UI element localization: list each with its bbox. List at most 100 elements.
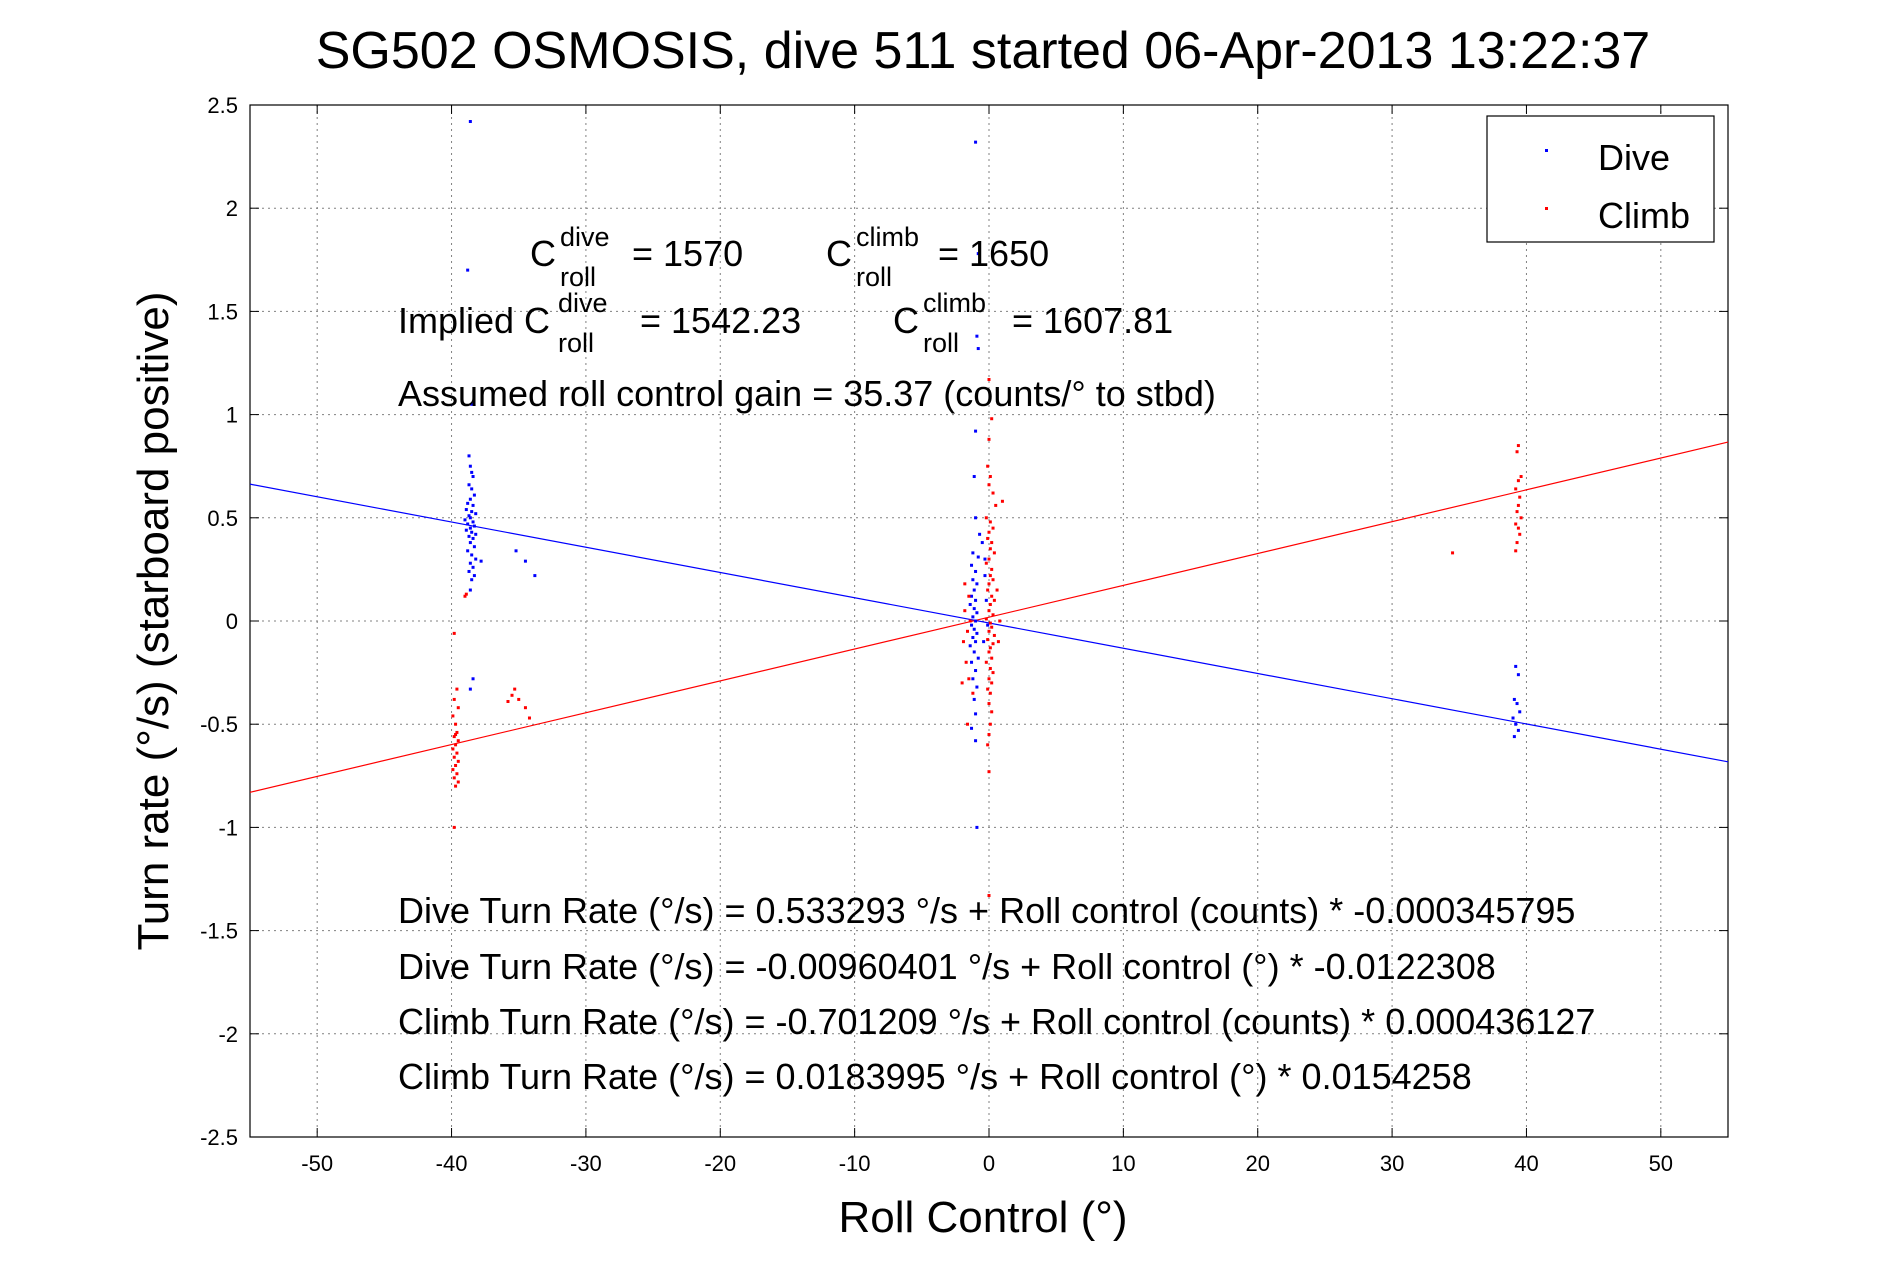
point-climb: [455, 751, 459, 755]
y-tick-label: -1: [218, 815, 238, 840]
c-dive-sup: dive: [560, 222, 610, 252]
point-dive: [471, 475, 475, 479]
point-climb: [995, 588, 999, 592]
point-climb: [987, 530, 991, 534]
point-dive: [464, 528, 468, 532]
point-dive: [975, 631, 979, 635]
point-climb: [967, 677, 971, 681]
point-climb: [988, 666, 992, 670]
point-climb: [988, 691, 992, 695]
point-dive: [1512, 697, 1516, 701]
point-dive: [472, 574, 476, 578]
x-tick-label: 50: [1649, 1151, 1673, 1176]
point-dive: [470, 578, 474, 582]
point-climb: [966, 722, 970, 726]
point-climb: [456, 739, 460, 743]
point-climb: [990, 710, 994, 714]
point-dive: [980, 541, 984, 545]
point-climb: [988, 646, 992, 650]
point-climb: [964, 660, 968, 664]
point-dive: [974, 712, 978, 716]
point-climb: [452, 735, 456, 739]
x-axis-label: Roll Control (°): [839, 1193, 1128, 1242]
point-climb: [454, 733, 458, 737]
point-climb: [456, 759, 460, 763]
legend-climb-marker: [1545, 207, 1548, 210]
point-climb: [455, 772, 459, 776]
y-tick-label: -2: [218, 1022, 238, 1047]
point-dive: [463, 518, 467, 522]
point-dive: [466, 501, 470, 505]
point-climb: [960, 681, 964, 685]
point-dive: [468, 561, 472, 565]
point-climb: [451, 747, 455, 751]
x-tick-label: 40: [1514, 1151, 1538, 1176]
point-climb: [984, 561, 988, 565]
point-climb: [987, 770, 991, 774]
point-dive: [470, 470, 474, 474]
point-dive: [468, 526, 472, 530]
point-dive: [466, 268, 470, 272]
x-tick-label: 10: [1111, 1151, 1135, 1176]
c-climb-sub: roll: [856, 262, 892, 292]
point-dive: [972, 697, 976, 701]
point-climb: [517, 697, 521, 701]
point-dive: [976, 252, 980, 256]
implied-dive-sup: dive: [558, 288, 608, 318]
point-dive: [470, 487, 474, 491]
annotation-eq3: Climb Turn Rate (°/s) = -0.701209 °/s + …: [398, 1001, 1595, 1042]
point-dive: [971, 636, 975, 640]
point-dive: [472, 524, 476, 528]
point-dive: [975, 582, 979, 586]
c-dive-base: C: [530, 233, 556, 274]
point-climb: [1516, 526, 1520, 530]
point-climb: [988, 574, 992, 578]
point-dive: [982, 640, 986, 644]
point-dive: [468, 588, 472, 592]
implied-dive-value: = 1542.23: [640, 300, 801, 341]
x-tick-label: 0: [983, 1151, 995, 1176]
implied-climb-base: C: [893, 300, 919, 341]
point-climb: [990, 681, 994, 685]
point-dive: [470, 402, 474, 406]
y-tick-label: 1: [226, 403, 238, 428]
point-climb: [994, 503, 998, 507]
point-dive: [1518, 710, 1522, 714]
point-dive: [968, 644, 972, 648]
point-climb: [1514, 522, 1518, 526]
point-climb: [987, 702, 991, 706]
point-climb: [1514, 549, 1518, 553]
implied-climb-sup: climb: [923, 288, 986, 318]
point-dive: [471, 503, 475, 507]
legend-dive-label: Dive: [1598, 137, 1670, 178]
point-dive: [1516, 673, 1520, 677]
point-dive: [1514, 722, 1518, 726]
point-dive: [466, 549, 470, 553]
point-dive: [470, 530, 474, 534]
point-dive: [975, 334, 979, 338]
point-dive: [972, 627, 976, 631]
point-dive: [479, 559, 483, 563]
point-climb: [452, 776, 456, 780]
point-climb: [988, 722, 992, 726]
point-dive: [972, 650, 976, 654]
point-dive: [972, 588, 976, 592]
legend-dive-marker: [1545, 149, 1548, 152]
point-climb: [464, 592, 468, 596]
point-climb: [988, 621, 992, 625]
y-axis-label: Turn rate (°/s) (starboard positive): [129, 291, 178, 950]
point-climb: [527, 716, 531, 720]
y-tick-label: 2: [226, 196, 238, 221]
point-dive: [470, 553, 474, 557]
point-climb: [986, 687, 990, 691]
y-tick-labels: 2.5 2 1.5 1 0.5 0 -0.5 -1 -1.5 -2 -2.5: [200, 93, 238, 1150]
x-tick-labels: -50 -40 -30 -20 -10 0 10 20 30 40 50: [301, 1151, 1673, 1176]
implied-dive-base: Implied C: [398, 300, 550, 341]
y-tick-label: 0: [226, 609, 238, 634]
point-climb: [966, 629, 970, 633]
point-dive: [471, 520, 475, 524]
point-climb: [454, 743, 458, 747]
point-dive: [974, 516, 978, 520]
point-dive: [976, 656, 980, 660]
